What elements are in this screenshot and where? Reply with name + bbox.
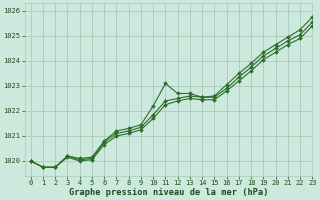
X-axis label: Graphe pression niveau de la mer (hPa): Graphe pression niveau de la mer (hPa) xyxy=(69,188,268,197)
